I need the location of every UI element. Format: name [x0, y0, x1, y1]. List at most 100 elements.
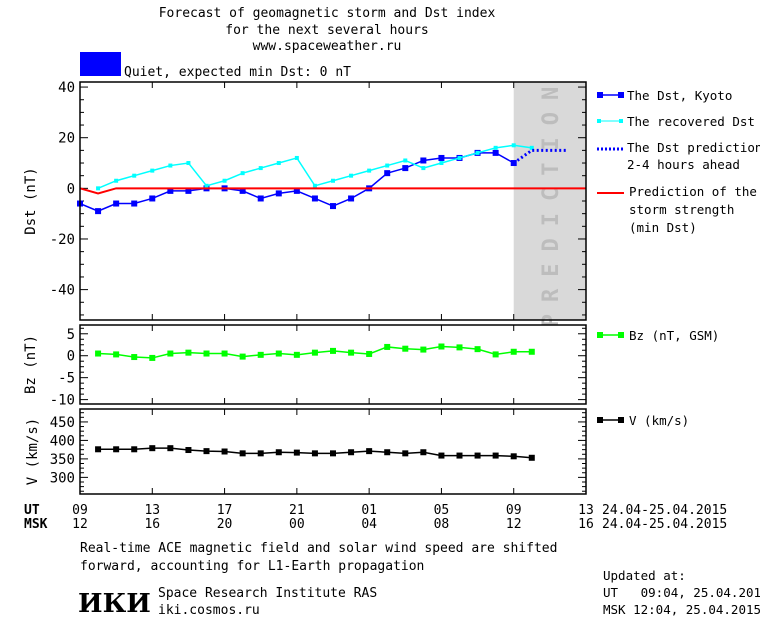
y-tick-label: -40 — [50, 283, 75, 299]
data-point — [420, 346, 427, 353]
legend-label: The Dst, Kyoto — [627, 88, 732, 103]
data-point — [132, 173, 137, 178]
data-point — [402, 345, 409, 352]
data-point — [366, 350, 373, 357]
updated-msk: MSK 12:04, 25.04.2015 — [603, 602, 760, 617]
msk-tick-label: 20 — [217, 517, 233, 532]
data-point — [185, 447, 192, 454]
plot-frame — [79, 324, 587, 405]
legend-label: storm strength — [629, 202, 734, 217]
data-point — [185, 349, 192, 356]
y-axis-label: V (km/s) — [25, 418, 41, 485]
status-color-box — [80, 52, 121, 76]
data-point — [113, 351, 120, 358]
data-point — [257, 195, 264, 202]
data-point — [474, 452, 481, 459]
data-point — [349, 173, 354, 178]
ut-tick-label: 09 — [72, 503, 88, 518]
plot-frame — [79, 408, 587, 495]
legend-label: Prediction of the — [629, 184, 757, 199]
data-point — [293, 449, 300, 456]
y-tick-label: 5 — [67, 327, 75, 343]
data-point — [221, 448, 228, 455]
site-link[interactable]: www.spaceweather.ru — [253, 39, 402, 54]
data-point — [510, 348, 517, 355]
data-point — [510, 453, 517, 460]
data-point — [312, 183, 317, 188]
ut-tick-label: 01 — [361, 503, 377, 518]
data-point — [385, 163, 390, 168]
msk-tick-label: 12 — [506, 517, 522, 532]
ut-tick-label: 17 — [217, 503, 233, 518]
data-point — [384, 343, 391, 350]
data-point — [331, 178, 335, 183]
y-tick-label: 400 — [50, 433, 75, 449]
data-point — [150, 168, 155, 173]
y-tick-label: 350 — [50, 452, 75, 468]
data-point — [95, 446, 102, 453]
data-point — [438, 154, 445, 161]
data-point — [113, 446, 120, 453]
y-tick-label: 20 — [58, 131, 75, 147]
data-point — [330, 347, 336, 354]
legend-item-bz: Bz (nT, GSM) — [597, 328, 719, 343]
legend-label: The recovered Dst — [627, 114, 755, 129]
ut-date-range: 24.04-25.04.2015 — [602, 503, 727, 518]
data-point — [474, 346, 481, 353]
data-point — [348, 349, 355, 356]
note-line2: forward, accounting for L1-Earth propaga… — [80, 559, 424, 574]
data-point — [96, 186, 101, 191]
data-point — [384, 449, 391, 456]
data-point — [492, 351, 499, 358]
data-point — [403, 158, 408, 163]
legend-item-dst-kyoto: The Dst, Kyoto — [597, 88, 732, 103]
data-point — [367, 168, 372, 173]
data-point — [402, 165, 409, 172]
institute-site[interactable]: iki.cosmos.ru — [158, 603, 260, 618]
data-point — [186, 161, 191, 166]
data-point — [330, 450, 336, 457]
data-point — [529, 145, 534, 150]
chart-title-line2: for the next several hours — [225, 23, 429, 38]
y-tick-label: -10 — [50, 393, 75, 409]
data-point — [330, 203, 336, 210]
msk-tick-label: 08 — [434, 517, 450, 532]
data-point — [366, 448, 373, 455]
data-point — [204, 183, 209, 188]
updated-ut: UT 09:04, 25.04.2015 — [603, 585, 760, 600]
data-point — [275, 449, 282, 456]
prediction-label: PREDICTION — [539, 75, 564, 327]
data-point — [456, 344, 463, 351]
data-point — [348, 195, 355, 202]
data-point — [348, 449, 355, 456]
iki-logo: ИКИ — [78, 589, 151, 619]
data-point — [95, 350, 102, 357]
plot-frame — [79, 81, 587, 321]
updated-label: Updated at: — [603, 568, 686, 583]
legend-label: V (km/s) — [629, 413, 689, 428]
series-line-3 — [79, 187, 586, 195]
prediction-zone — [513, 82, 586, 320]
data-point — [149, 445, 156, 452]
data-point — [311, 349, 318, 356]
data-point — [293, 351, 300, 358]
series-line-2 — [512, 148, 568, 165]
y-tick-label: 0 — [67, 181, 75, 197]
y-tick-label: 40 — [58, 80, 75, 96]
msk-tick-label: 16 — [578, 517, 594, 532]
data-point — [402, 450, 409, 457]
legend: The Dst, Kyoto The recovered Dst The Dst… — [597, 88, 760, 428]
ut-label: UT — [24, 503, 40, 518]
data-point — [167, 350, 174, 357]
data-point — [168, 163, 173, 168]
data-point — [528, 348, 535, 355]
status-text: Quiet, expected min Dst: 0 nT — [124, 65, 351, 80]
data-point — [311, 195, 318, 202]
legend-label: (min Dst) — [629, 220, 697, 235]
ut-tick-label: 13 — [578, 503, 594, 518]
data-point — [131, 354, 138, 361]
data-point — [492, 452, 499, 459]
legend-item-dst-prediction: The Dst prediction 2-4 hours ahead — [597, 140, 760, 172]
data-point — [167, 445, 174, 452]
